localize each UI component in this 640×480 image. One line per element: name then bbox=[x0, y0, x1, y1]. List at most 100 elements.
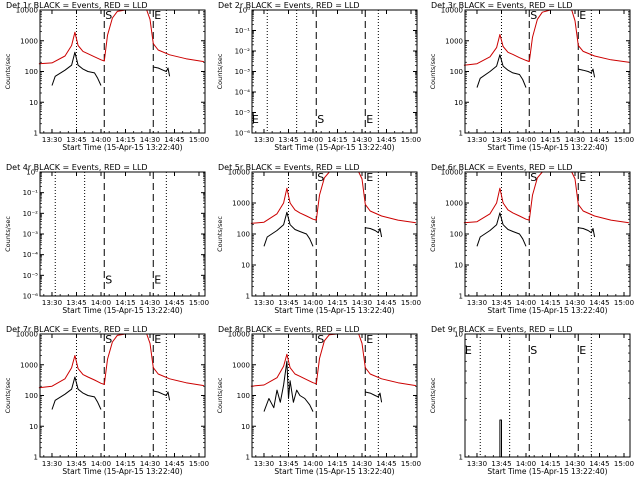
x-tick-label: 13:45 bbox=[278, 136, 298, 144]
plot-frame bbox=[39, 333, 206, 458]
x-axis-label: Start Time (15-Apr-15 13:22:40) bbox=[274, 143, 394, 152]
event-marker-label: E bbox=[465, 344, 472, 357]
x-tick-label: 14:30 bbox=[352, 299, 372, 307]
series-line bbox=[365, 227, 383, 238]
y-tick-label: 1 bbox=[246, 293, 250, 301]
x-tick-label: 13:30 bbox=[254, 136, 274, 144]
series-line bbox=[263, 211, 314, 247]
series-line bbox=[51, 51, 102, 86]
x-tick-label: 14:00 bbox=[91, 299, 111, 307]
event-marker-label: S bbox=[105, 274, 112, 287]
y-tick-label: 10 bbox=[29, 423, 38, 431]
y-tick-label: 10 bbox=[241, 423, 250, 431]
y-tick-label: 10000 bbox=[441, 7, 463, 15]
x-tick-label: 14:15 bbox=[540, 299, 560, 307]
chart-panel: Det 7r BLACK = Events, RED = LLD Counts/s… bbox=[4, 325, 209, 476]
x-tick-label: 14:15 bbox=[115, 136, 135, 144]
x-tick-label: 13:45 bbox=[66, 299, 86, 307]
x-axis-label: Start Time (15-Apr-15 13:22:40) bbox=[62, 306, 182, 315]
x-tick-label: 13:30 bbox=[42, 460, 62, 468]
y-tick-label: 10 bbox=[29, 99, 38, 107]
x-axis-label: Start Time (15-Apr-15 13:22:40) bbox=[62, 143, 182, 152]
y-tick-label: 10⁻⁴ bbox=[235, 89, 251, 97]
x-tick-label: 14:30 bbox=[140, 136, 160, 144]
y-axis-label: Counts/sec bbox=[4, 377, 12, 413]
chart-panel: Det 2r BLACK = Events, RED = LLD Counts/s… bbox=[216, 1, 421, 152]
y-tick-label: 10⁻² bbox=[235, 48, 251, 56]
x-tick-label: 14:15 bbox=[327, 460, 347, 468]
y-tick-label: 10000 bbox=[228, 169, 250, 177]
x-tick-label: 13:30 bbox=[467, 460, 487, 468]
event-marker-label: S bbox=[530, 344, 537, 357]
series-line bbox=[463, 171, 629, 224]
y-axis-label: Counts/sec bbox=[216, 377, 224, 413]
y-tick-label: 10⁻⁶ bbox=[235, 130, 251, 138]
y-tick-label: 10⁻⁵ bbox=[235, 109, 251, 117]
x-tick-label: 13:45 bbox=[491, 136, 511, 144]
event-marker-label: E bbox=[366, 113, 373, 126]
x-tick-label: 13:45 bbox=[491, 299, 511, 307]
event-marker-label: E bbox=[579, 344, 586, 357]
x-tick-label: 14:45 bbox=[164, 299, 184, 307]
y-axis-label: Counts/sec bbox=[429, 377, 437, 413]
event-marker-label: S bbox=[105, 333, 112, 346]
x-tick-label: 14:15 bbox=[327, 136, 347, 144]
x-tick-label: 14:45 bbox=[589, 299, 609, 307]
chart-title: Det 9r BLACK = Events, RED = LLD bbox=[431, 325, 573, 334]
chart-title: Det 7r BLACK = Events, RED = LLD bbox=[6, 325, 148, 334]
y-tick-label: 10 bbox=[454, 262, 463, 270]
x-tick-label: 15:00 bbox=[189, 460, 209, 468]
y-tick-label: 10⁻² bbox=[23, 210, 39, 218]
series-line bbox=[38, 9, 204, 65]
x-tick-label: 13:45 bbox=[278, 299, 298, 307]
y-tick-label: 10⁻⁶ bbox=[23, 293, 39, 301]
y-axis-label: Counts/sec bbox=[216, 216, 224, 252]
series-line bbox=[250, 333, 416, 387]
x-tick-label: 14:30 bbox=[352, 460, 372, 468]
x-tick-label: 15:00 bbox=[401, 299, 421, 307]
x-tick-label: 15:00 bbox=[401, 136, 421, 144]
chart-title: Det 6r BLACK = Events, RED = LLD bbox=[431, 163, 573, 172]
chart-title: Det 3r BLACK = Events, RED = LLD bbox=[431, 1, 573, 10]
y-tick-label: 10⁻⁵ bbox=[23, 272, 39, 280]
plot-frame bbox=[39, 171, 206, 297]
y-tick-label: 100 bbox=[237, 392, 250, 400]
event-marker-label: E bbox=[252, 113, 259, 126]
x-tick-label: 14:45 bbox=[164, 460, 184, 468]
x-tick-label: 15:00 bbox=[614, 299, 634, 307]
y-tick-label: 10 bbox=[241, 262, 250, 270]
chart-panel: Det 5r BLACK = Events, RED = LLD Counts/s… bbox=[216, 163, 421, 315]
y-tick-label: 10⁻³ bbox=[23, 231, 39, 239]
x-tick-label: 13:45 bbox=[278, 460, 298, 468]
x-tick-label: 14:15 bbox=[327, 299, 347, 307]
x-tick-label: 13:45 bbox=[66, 136, 86, 144]
y-axis-label: Counts/sec bbox=[429, 216, 437, 252]
y-tick-label: 10000 bbox=[16, 7, 38, 15]
y-tick-label: 1000 bbox=[445, 200, 463, 208]
series-line bbox=[153, 390, 171, 401]
y-tick-label: 10⁻¹ bbox=[23, 189, 39, 197]
plot-frame bbox=[39, 9, 206, 134]
series-line bbox=[578, 227, 596, 238]
chart-panel: Det 6r BLACK = Events, RED = LLD Counts/s… bbox=[429, 163, 634, 315]
x-tick-label: 14:00 bbox=[516, 136, 536, 144]
x-axis-label: Start Time (15-Apr-15 13:22:40) bbox=[487, 467, 607, 476]
chart-title: Det 1r BLACK = Events, RED = LLD bbox=[6, 1, 148, 10]
x-axis-label: Start Time (15-Apr-15 13:22:40) bbox=[274, 306, 394, 315]
y-tick-label: 100 bbox=[237, 231, 250, 239]
x-tick-label: 14:15 bbox=[115, 460, 135, 468]
x-tick-label: 14:15 bbox=[115, 299, 135, 307]
y-axis-label: Counts/sec bbox=[4, 53, 12, 89]
y-tick-label: 100 bbox=[450, 68, 463, 76]
x-axis-label: Start Time (15-Apr-15 13:22:40) bbox=[487, 306, 607, 315]
x-tick-label: 15:00 bbox=[189, 136, 209, 144]
x-tick-label: 14:15 bbox=[540, 460, 560, 468]
y-tick-label: 10⁻³ bbox=[235, 68, 251, 76]
y-tick-label: 100 bbox=[450, 231, 463, 239]
x-tick-label: 14:30 bbox=[565, 136, 585, 144]
plot-frame bbox=[251, 9, 418, 134]
y-tick-label: 10000 bbox=[16, 331, 38, 339]
x-tick-label: 14:00 bbox=[303, 460, 323, 468]
x-tick-label: 13:30 bbox=[467, 136, 487, 144]
x-tick-label: 13:30 bbox=[42, 299, 62, 307]
